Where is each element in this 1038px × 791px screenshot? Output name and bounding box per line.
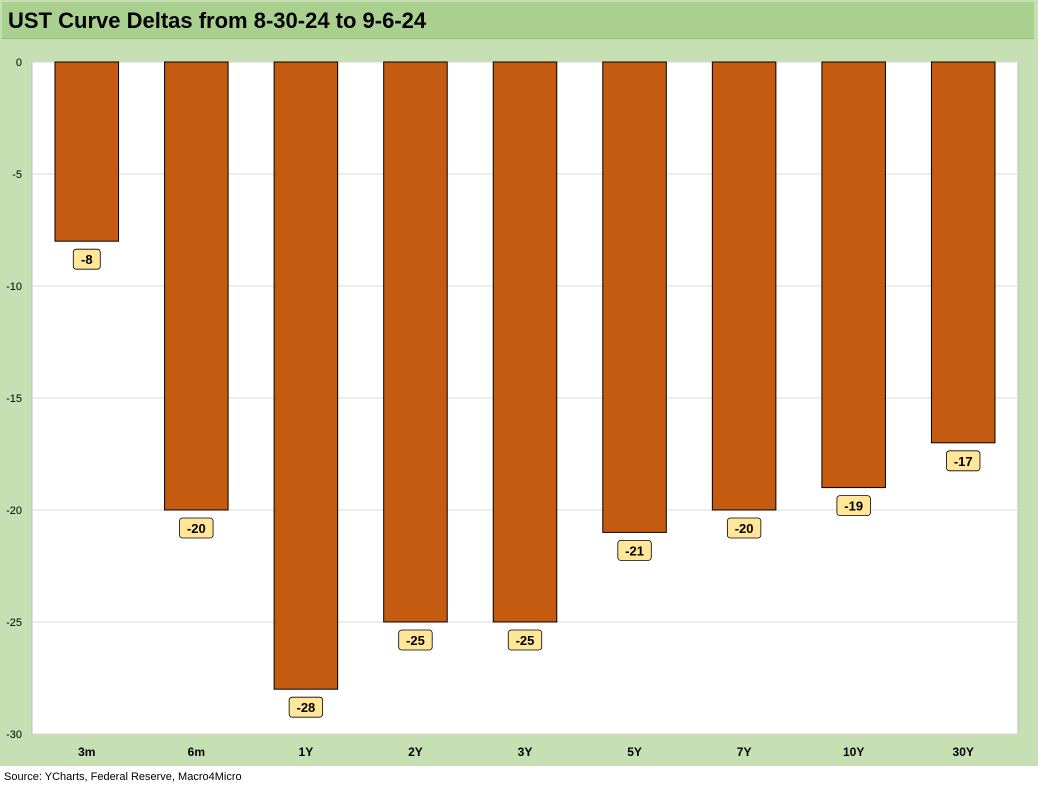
data-label: -25 [406,633,425,648]
data-label: -19 [844,499,863,514]
x-tick-label: 1Y [299,745,314,759]
bar-10Y [821,61,886,489]
bar-chart: 0-5-10-15-20-25-30 -8-20-28-25 -25-21-20-… [6,57,1019,759]
y-tick-label: 0 [16,57,22,69]
y-tick-label: -5 [12,169,22,181]
x-tick-label: 6m [188,745,205,759]
data-label: -21 [625,543,644,558]
data-label-box [946,450,981,472]
chart-title: UST Curve Deltas from 8-30-24 to 9-6-24 [8,8,427,33]
bar-3m [54,61,120,242]
bar-5Y [602,61,667,533]
bar-3Y [492,61,558,623]
y-axis-ticks: 0 -5 -10 -15 -20 -25 -30 [6,57,22,741]
x-tick-label: 7Y [737,745,752,759]
data-label: -25 [516,633,535,648]
x-tick-label: 2Y [408,745,423,759]
y-tick-label: -30 [6,729,22,741]
data-label-box [836,495,871,517]
bar-2Y [383,61,448,623]
x-tick-label: 3Y [518,745,533,759]
data-labels: -8 -20 -28 -25 -25 -21 -20 -19 -17 [72,248,981,718]
x-axis-ticks: 3m 6m 1Y 2Y 3Y 5Y 7Y 10Y 30Y [78,745,974,759]
data-label: -20 [735,521,754,536]
x-tick-label: 30Y [953,745,974,759]
data-label-box [72,248,101,270]
data-label-box [288,696,324,718]
data-label-box [398,629,433,651]
title-bar: UST Curve Deltas from 8-30-24 to 9-6-24 [2,2,1034,39]
bar-6m [164,61,229,511]
y-tick-label: -25 [6,617,22,629]
bars [54,61,996,690]
y-tick-label: -20 [6,505,22,517]
data-label-box [507,629,543,651]
data-label: -20 [187,521,206,536]
y-tick-label: -15 [6,393,22,405]
x-tick-label: 10Y [843,745,864,759]
bar-1Y [273,61,339,690]
data-label-box [617,540,652,561]
bar-30Y [930,61,996,444]
x-tick-label: 5Y [627,745,642,759]
x-tick-label: 3m [78,745,95,759]
data-label: -17 [954,454,973,469]
y-tick-label: -10 [6,281,22,293]
data-label: -28 [296,700,315,715]
bar-7Y [711,61,777,511]
data-label: -8 [81,252,93,267]
source-note: Source: YCharts, Federal Reserve, Macro4… [4,771,242,783]
data-label-box [179,517,214,539]
data-label-box [726,517,762,539]
